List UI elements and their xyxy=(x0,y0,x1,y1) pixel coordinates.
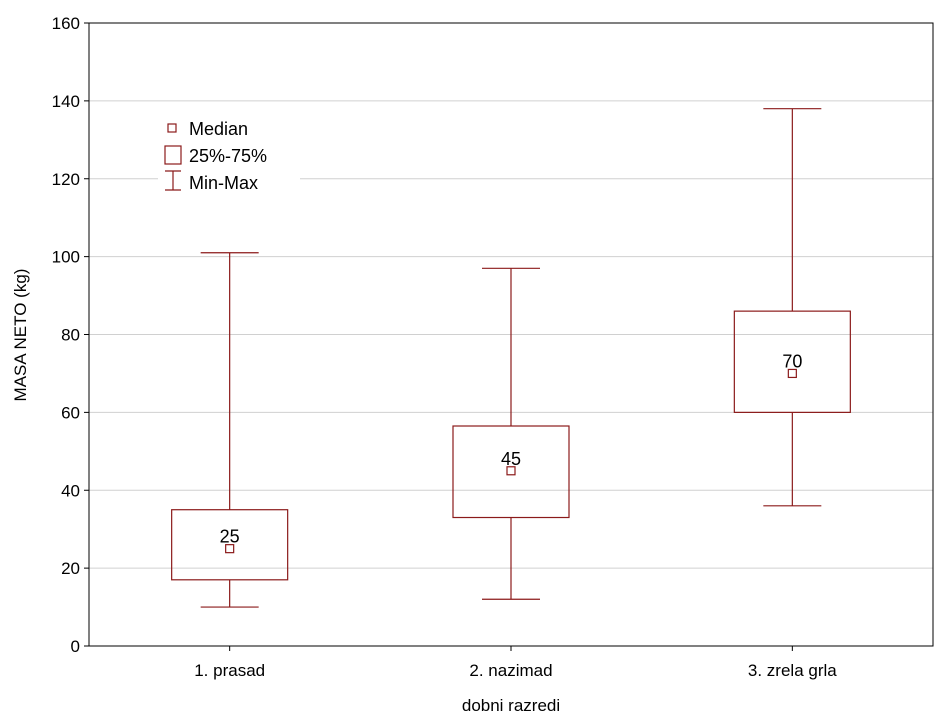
median-label: 25 xyxy=(220,527,240,547)
median-label: 45 xyxy=(501,449,521,469)
y-tick-label: 0 xyxy=(71,637,80,656)
y-tick-label: 80 xyxy=(61,326,80,345)
x-axis-ticks: 1. prasad 2. nazimad 3. zrela grla xyxy=(194,646,837,680)
y-tick-label: 20 xyxy=(61,559,80,578)
legend-whisker-label: Min-Max xyxy=(189,173,258,193)
iqr-box xyxy=(452,425,570,519)
legend-median-label: Median xyxy=(189,119,248,139)
y-tick-label: 120 xyxy=(52,170,80,189)
boxes-group: 25 45 70 xyxy=(171,108,851,608)
median-marker xyxy=(506,466,516,476)
x-axis-title: dobni razredi xyxy=(462,696,560,715)
box-1: 25 xyxy=(171,252,289,608)
x-tick-label: 3. zrela grla xyxy=(748,661,837,680)
legend-background xyxy=(158,114,300,195)
legend-box-icon xyxy=(164,145,182,165)
y-tick-label: 60 xyxy=(61,403,80,422)
y-tick-label: 40 xyxy=(61,481,80,500)
y-tick-label: 100 xyxy=(52,248,80,267)
median-marker xyxy=(225,544,235,554)
box-3: 70 xyxy=(733,108,851,507)
iqr-box xyxy=(171,509,289,581)
box-2: 45 xyxy=(452,267,570,600)
legend-median-icon xyxy=(167,123,177,133)
median-marker xyxy=(787,368,797,379)
legend-box-label: 25%-75% xyxy=(189,146,267,166)
iqr-box xyxy=(733,310,851,413)
y-axis-title: MASA NETO (kg) xyxy=(11,269,30,402)
y-tick-label: 160 xyxy=(52,14,80,33)
x-tick-label: 2. nazimad xyxy=(469,661,552,680)
median-label: 70 xyxy=(782,351,802,371)
legend-whisker-icon xyxy=(165,170,181,191)
y-tick-label: 140 xyxy=(52,92,80,111)
y-axis-ticks: 0 20 40 60 80 100 120 140 160 xyxy=(52,14,89,656)
x-tick-label: 1. prasad xyxy=(194,661,265,680)
legend: Median 25%-75% Min-Max xyxy=(158,114,300,195)
